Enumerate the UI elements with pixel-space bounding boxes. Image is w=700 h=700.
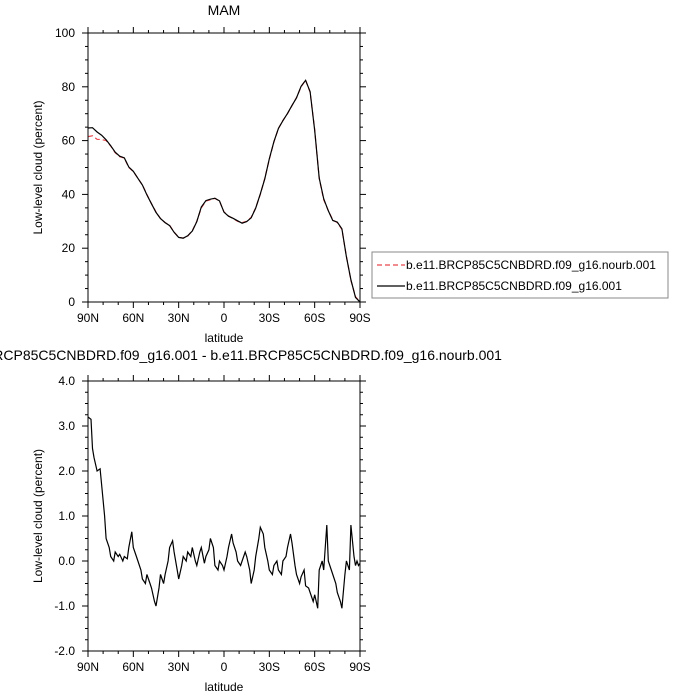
panel1-y-tick-label: 20: [62, 241, 76, 255]
panel1-x-tick-label: 30N: [168, 311, 190, 325]
panel2-y-tick-label: 2.0: [58, 464, 75, 478]
panel1-title: MAM: [208, 2, 241, 18]
panel2-y-tick-label: 3.0: [58, 419, 75, 433]
panel2-title: b.e11.BRCP85C5CNBDRD.f09_g16.001 - b.e11…: [0, 347, 502, 363]
panel1-series-line-1: [88, 78, 360, 303]
panel1-legend-label-2: b.e11.BRCP85C5CNBDRD.f09_g16.001: [406, 279, 622, 293]
panel1-y-tick-label: 40: [62, 187, 76, 201]
panel1-series-line-2: [88, 79, 360, 303]
panel2-x-tick-label: 0: [221, 660, 228, 674]
panel2-series-line-1: [88, 416, 360, 609]
panel1-y-tick-label: 0: [68, 295, 75, 309]
panel1-legend-label-1: b.e11.BRCP85C5CNBDRD.f09_g16.nourb.001: [406, 258, 656, 272]
panel1-x-tick-label: 90N: [77, 311, 99, 325]
panel2-y-tick-label: 4.0: [58, 374, 75, 388]
panel2-y-axis-label: Low-level cloud (percent): [31, 449, 45, 583]
panel1-x-tick-label: 0: [221, 311, 228, 325]
panel2-x-tick-label: 90N: [77, 660, 99, 674]
panel2-x-tick-label: 60S: [304, 660, 325, 674]
panel1-y-axis-label: Low-level cloud (percent): [31, 100, 45, 234]
panel2-y-tick-label: -2.0: [54, 644, 75, 658]
panel2-x-tick-label: 90S: [349, 660, 370, 674]
panel2-x-axis-label: latitude: [205, 680, 244, 694]
panel1-y-tick-label: 60: [62, 134, 76, 148]
panel2-frame: [87, 380, 361, 652]
panel1-y-tick-label: 80: [62, 80, 76, 94]
panel1-x-tick-label: 30S: [259, 311, 280, 325]
panel1-legend-box: [371, 251, 669, 299]
panel1-x-axis-label: latitude: [205, 331, 244, 345]
panel2-x-tick-label: 60N: [122, 660, 144, 674]
panel1-x-tick-label: 90S: [349, 311, 370, 325]
panel2-x-tick-label: 30S: [259, 660, 280, 674]
panel2-y-tick-label: 0.0: [58, 554, 75, 568]
panel1-x-tick-label: 60N: [122, 311, 144, 325]
panel2-x-tick-label: 30N: [168, 660, 190, 674]
panel1-y-tick-label: 100: [55, 26, 75, 40]
panel2-y-tick-label: -1.0: [54, 599, 75, 613]
panel2-y-tick-label: 1.0: [58, 509, 75, 523]
panel1-x-tick-label: 60S: [304, 311, 325, 325]
